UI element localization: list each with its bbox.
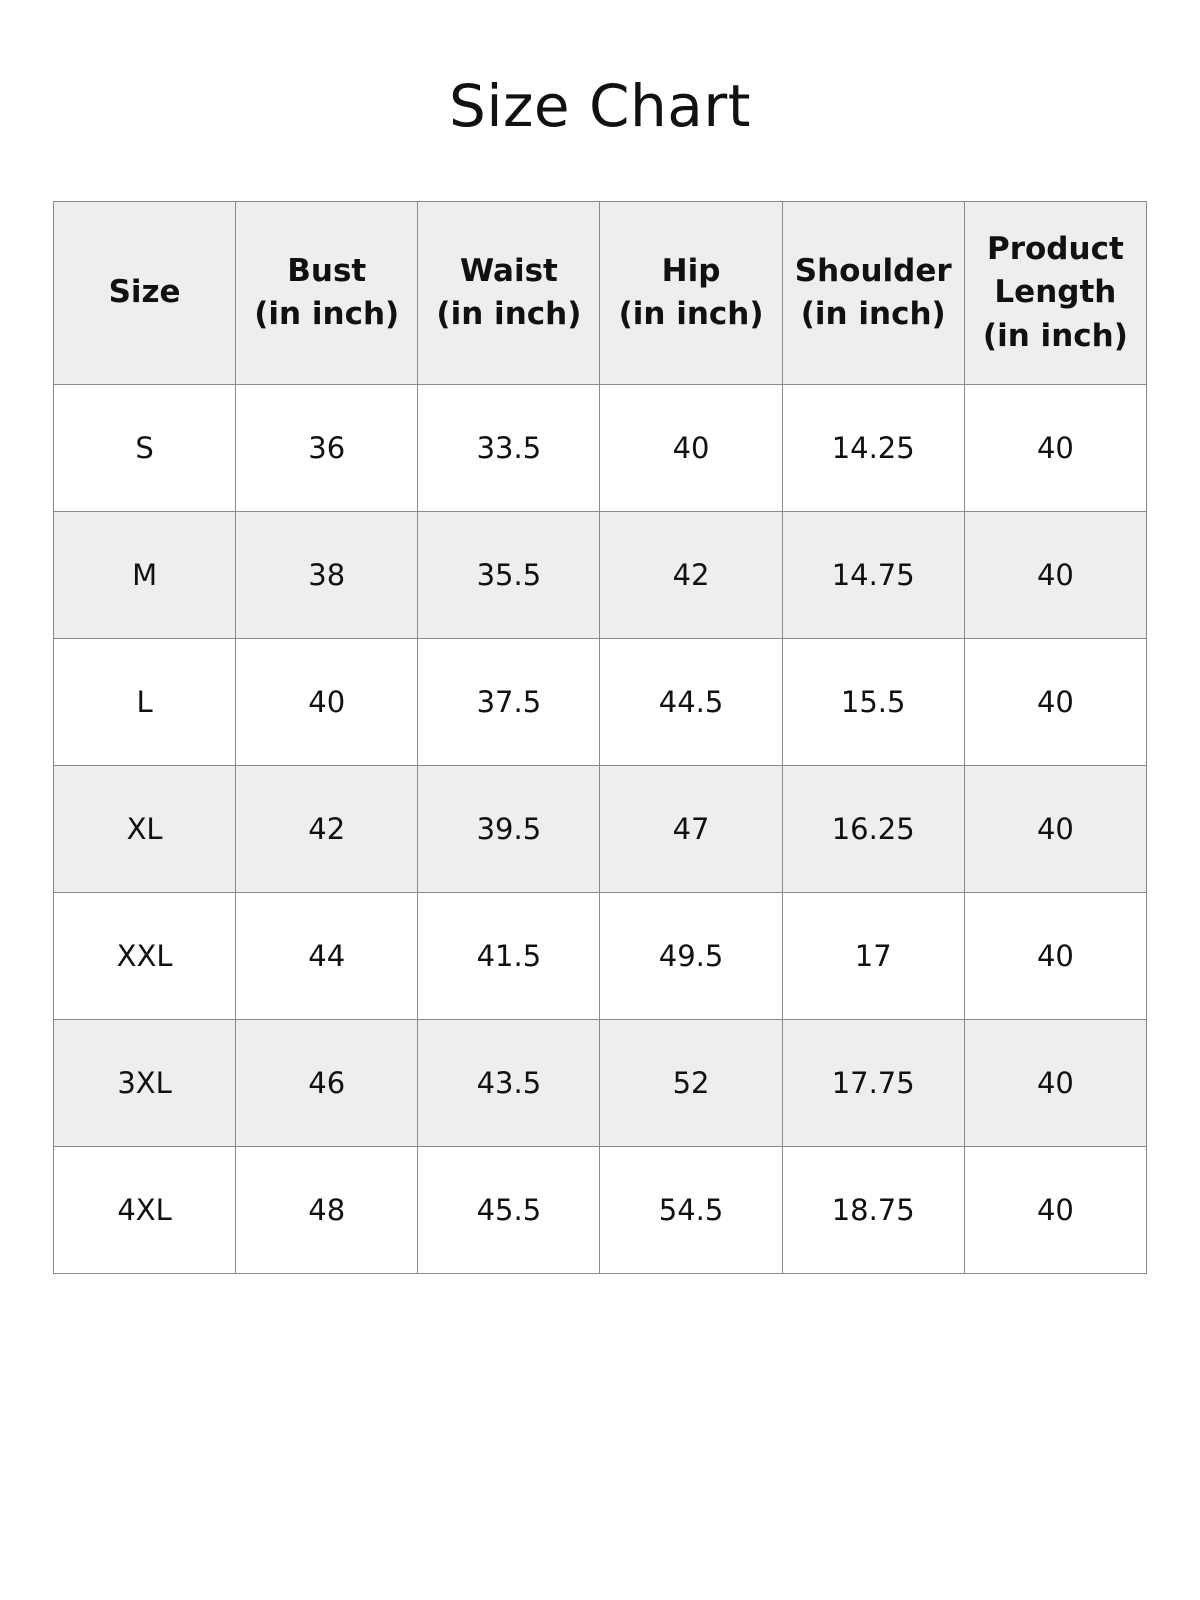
column-header-line: Size bbox=[108, 274, 181, 311]
measurement-cell: 36 bbox=[235, 384, 419, 512]
size-cell: S bbox=[52, 384, 237, 512]
table-row: XL 42 39.5 47 16.25 40 bbox=[52, 765, 1148, 893]
table-row: 3XL 46 43.5 52 17.75 40 bbox=[52, 1019, 1148, 1147]
header-row: Size Bust (in inch) Waist (in inch) Hip (in in… bbox=[52, 201, 1148, 385]
table-row: 4XL 48 45.5 54.5 18.75 40 bbox=[52, 1146, 1148, 1274]
column-header: Shoulder (in inch) bbox=[781, 201, 965, 385]
size-cell: XL bbox=[52, 765, 237, 893]
measurement-cell: 40 bbox=[963, 511, 1148, 639]
measurement-cell: 14.75 bbox=[781, 511, 965, 639]
measurement-cell: 40 bbox=[963, 1146, 1148, 1274]
measurement-cell: 40 bbox=[963, 638, 1148, 766]
measurement-cell: 54.5 bbox=[599, 1146, 783, 1274]
column-header: Waist (in inch) bbox=[417, 201, 601, 385]
column-header: Product Length (in inch) bbox=[963, 201, 1148, 385]
column-header-line: Bust bbox=[287, 252, 367, 289]
column-header-line: (in inch) bbox=[254, 296, 400, 332]
column-header-line: (in inch) bbox=[618, 296, 764, 332]
measurement-cell: 16.25 bbox=[781, 765, 965, 893]
measurement-cell: 44.5 bbox=[599, 638, 783, 766]
column-header: Size bbox=[52, 201, 237, 385]
measurement-cell: 39.5 bbox=[417, 765, 601, 893]
measurement-cell: 40 bbox=[599, 384, 783, 512]
measurement-cell: 37.5 bbox=[417, 638, 601, 766]
size-chart-table: Size Bust (in inch) Waist (in inch) Hip (in in… bbox=[52, 201, 1148, 1274]
table-body: S 36 33.5 40 14.25 40 M 38 35.5 42 14.75 40 L 40 37.5 4… bbox=[52, 384, 1148, 1274]
measurement-cell: 40 bbox=[963, 384, 1148, 512]
measurement-cell: 49.5 bbox=[599, 892, 783, 1020]
column-header-line: (in inch) bbox=[800, 296, 946, 332]
measurement-cell: 43.5 bbox=[417, 1019, 601, 1147]
column-header-line: Length bbox=[994, 274, 1117, 311]
table-row: L 40 37.5 44.5 15.5 40 bbox=[52, 638, 1148, 766]
column-header-line: Hip bbox=[661, 252, 721, 289]
measurement-cell: 48 bbox=[235, 1146, 419, 1274]
table-row: XXL 44 41.5 49.5 17 40 bbox=[52, 892, 1148, 1020]
size-cell: XXL bbox=[52, 892, 237, 1020]
size-cell: M bbox=[52, 511, 237, 639]
measurement-cell: 44 bbox=[235, 892, 419, 1020]
table-row: S 36 33.5 40 14.25 40 bbox=[52, 384, 1148, 512]
measurement-cell: 40 bbox=[963, 892, 1148, 1020]
measurement-cell: 52 bbox=[599, 1019, 783, 1147]
column-header-line: (in inch) bbox=[436, 296, 582, 332]
measurement-cell: 47 bbox=[599, 765, 783, 893]
measurement-cell: 40 bbox=[963, 1019, 1148, 1147]
measurement-cell: 42 bbox=[599, 511, 783, 639]
measurement-cell: 15.5 bbox=[781, 638, 965, 766]
column-header-line: Shoulder bbox=[794, 252, 952, 289]
measurement-cell: 45.5 bbox=[417, 1146, 601, 1274]
measurement-cell: 42 bbox=[235, 765, 419, 893]
measurement-cell: 41.5 bbox=[417, 892, 601, 1020]
measurement-cell: 40 bbox=[235, 638, 419, 766]
column-header-line: Waist bbox=[459, 252, 558, 289]
measurement-cell: 33.5 bbox=[417, 384, 601, 512]
size-cell: 3XL bbox=[52, 1019, 237, 1147]
table-row: M 38 35.5 42 14.75 40 bbox=[52, 511, 1148, 639]
column-header: Hip (in inch) bbox=[599, 201, 783, 385]
measurement-cell: 18.75 bbox=[781, 1146, 965, 1274]
measurement-cell: 38 bbox=[235, 511, 419, 639]
measurement-cell: 17.75 bbox=[781, 1019, 965, 1147]
column-header: Bust (in inch) bbox=[235, 201, 419, 385]
measurement-cell: 17 bbox=[781, 892, 965, 1020]
measurement-cell: 35.5 bbox=[417, 511, 601, 639]
page-title: Size Chart bbox=[449, 72, 751, 140]
column-header-line: Product bbox=[987, 230, 1124, 267]
column-header-line: (in inch) bbox=[982, 317, 1128, 354]
size-cell: L bbox=[52, 638, 237, 766]
size-cell: 4XL bbox=[52, 1146, 237, 1274]
measurement-cell: 14.25 bbox=[781, 384, 965, 512]
measurement-cell: 46 bbox=[235, 1019, 419, 1147]
measurement-cell: 40 bbox=[963, 765, 1148, 893]
